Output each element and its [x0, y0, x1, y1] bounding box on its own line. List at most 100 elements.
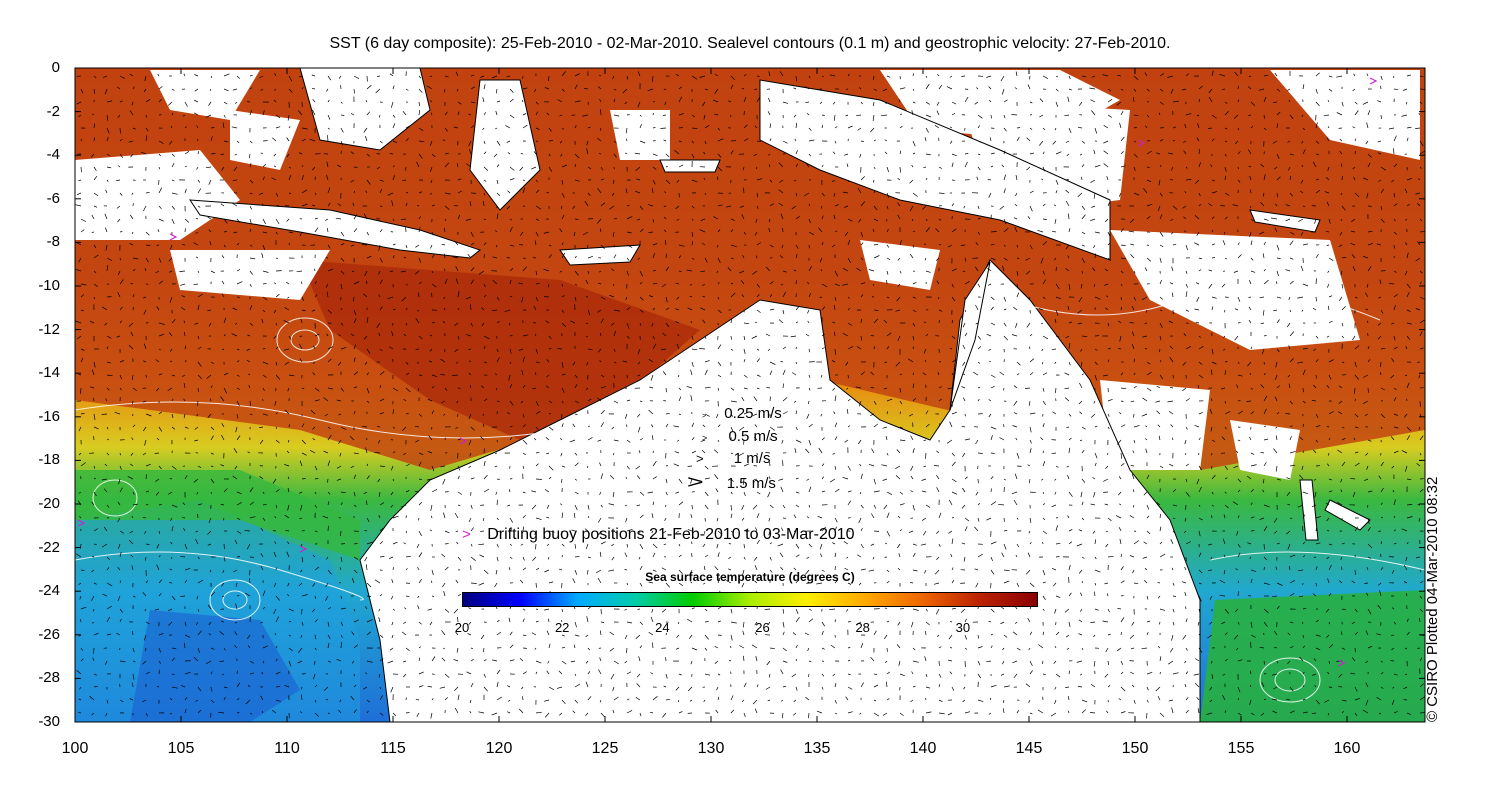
velocity-arrow	[311, 74, 316, 77]
velocity-arrow	[1105, 218, 1109, 223]
velocity-arrow	[535, 218, 540, 221]
velocity-arrow	[1211, 361, 1217, 365]
velocity-arrow	[1090, 413, 1096, 418]
velocity-arrow	[145, 490, 150, 493]
velocity-arrow	[1003, 530, 1008, 532]
velocity-arrow	[210, 435, 214, 441]
velocity-arrow	[1350, 230, 1356, 233]
velocity-arrow	[689, 295, 693, 298]
velocity-arrow	[730, 318, 733, 324]
velocity-arrow	[481, 322, 485, 327]
velocity-arrow	[678, 501, 684, 506]
velocity-arrow	[587, 556, 591, 559]
velocity-arrow	[106, 374, 113, 377]
velocity-arrow	[353, 309, 357, 316]
velocity-arrow	[609, 475, 615, 480]
velocity-arrow	[184, 543, 188, 550]
velocity-arrow	[314, 387, 320, 392]
velocity-arrow	[158, 411, 163, 415]
velocity-arrow	[76, 192, 82, 196]
velocity-arrow	[1196, 478, 1200, 485]
velocity-arrow	[1392, 75, 1395, 79]
velocity-arrow	[998, 503, 1005, 506]
velocity-arrow	[418, 452, 424, 456]
velocity-arrow	[990, 152, 995, 155]
velocity-arrow	[429, 100, 433, 103]
velocity-arrow	[453, 126, 459, 129]
velocity-arrow	[352, 202, 355, 207]
velocity-arrow	[808, 348, 811, 353]
velocity-arrow	[418, 110, 421, 116]
velocity-arrow	[1026, 166, 1031, 171]
velocity-arrow	[491, 75, 498, 79]
velocity-arrow	[180, 555, 186, 558]
velocity-arrow	[769, 179, 773, 183]
velocity-arrow	[702, 296, 706, 298]
velocity-arrow	[117, 501, 121, 506]
velocity-arrow	[1287, 140, 1291, 143]
velocity-arrow	[600, 473, 604, 480]
velocity-arrow	[288, 166, 292, 169]
velocity-arrow	[353, 569, 358, 574]
velocity-arrow	[522, 266, 527, 272]
velocity-arrow	[847, 500, 851, 506]
velocity-arrow	[170, 517, 173, 522]
velocity-arrow	[507, 412, 511, 415]
velocity-arrow	[1380, 426, 1383, 429]
velocity-arrow	[1120, 400, 1124, 402]
velocity-arrow	[184, 228, 186, 233]
velocity-arrow	[535, 179, 539, 183]
velocity-arrow	[223, 517, 225, 521]
velocity-arrow	[730, 491, 733, 495]
velocity-arrow	[598, 282, 602, 285]
velocity-arrow	[1325, 502, 1330, 506]
velocity-arrow	[1210, 426, 1213, 432]
velocity-arrow	[1025, 270, 1031, 275]
velocity-arrow	[1419, 88, 1425, 90]
velocity-arrow	[247, 451, 251, 454]
velocity-arrow	[443, 512, 446, 519]
velocity-arrow	[587, 425, 590, 428]
velocity-arrow	[522, 179, 526, 181]
velocity-arrow	[1185, 426, 1188, 430]
velocity-arrow	[1276, 123, 1278, 129]
velocity-arrow	[613, 361, 617, 364]
velocity-arrow	[496, 400, 500, 403]
velocity-arrow	[509, 178, 515, 181]
velocity-arrow	[1170, 218, 1174, 221]
velocity-arrow	[795, 216, 800, 220]
velocity-arrow	[1029, 439, 1032, 444]
velocity-arrow	[1327, 305, 1330, 311]
velocity-arrow	[89, 320, 95, 324]
velocity-arrow	[158, 465, 162, 470]
velocity-arrow	[755, 218, 758, 223]
velocity-arrow	[664, 239, 667, 246]
velocity-arrow	[1237, 399, 1241, 402]
velocity-arrow	[1029, 517, 1032, 523]
velocity-arrow	[483, 398, 488, 402]
velocity-arrow	[405, 202, 408, 207]
velocity-arrow	[353, 504, 357, 507]
velocity-arrow	[779, 179, 784, 183]
velocity-arrow	[652, 101, 656, 103]
velocity-arrow	[860, 504, 864, 509]
velocity-arrow	[405, 361, 409, 365]
velocity-arrow	[569, 320, 576, 324]
velocity-arrow	[145, 503, 149, 506]
velocity-arrow	[249, 305, 253, 311]
velocity-arrow	[91, 501, 95, 506]
velocity-arrow	[1052, 411, 1057, 415]
velocity-arrow	[936, 101, 940, 106]
velocity-arrow	[1271, 217, 1278, 220]
velocity-arrow	[80, 309, 85, 312]
velocity-arrow	[1302, 84, 1305, 90]
velocity-arrow	[197, 361, 202, 367]
velocity-arrow	[1194, 179, 1200, 184]
velocity-arrow	[561, 192, 565, 198]
velocity-arrow	[1236, 384, 1239, 389]
velocity-arrow	[535, 543, 537, 550]
velocity-arrow	[950, 647, 953, 649]
velocity-arrow	[106, 179, 109, 182]
velocity-arrow	[584, 528, 589, 532]
velocity-arrow	[597, 218, 602, 224]
